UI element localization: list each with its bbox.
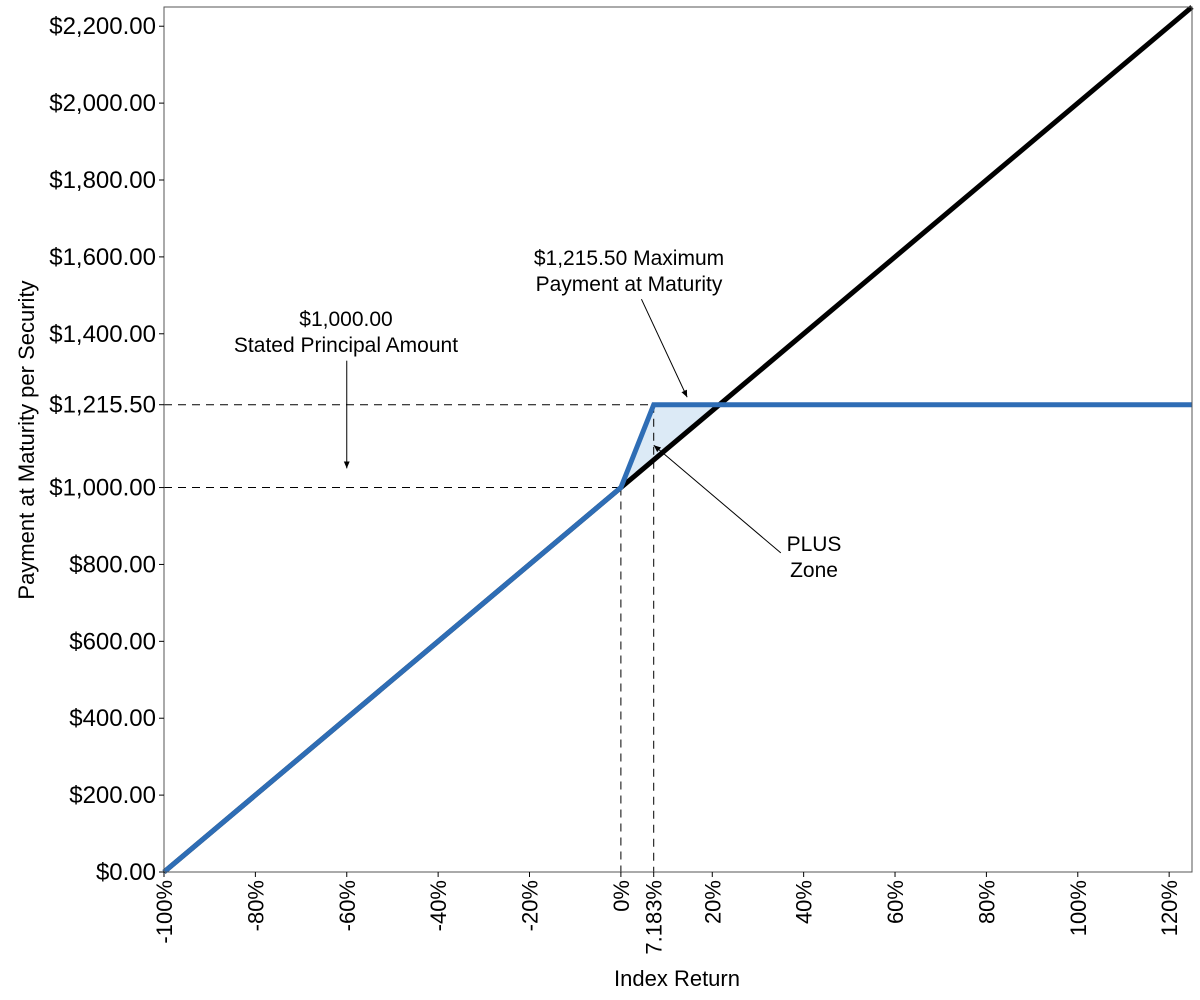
y-tick-label: $400.00 xyxy=(69,705,156,732)
x-tick-label: 7.183% xyxy=(642,880,667,955)
y-tick-label: $200.00 xyxy=(69,782,156,809)
y-tick-label: $2,200.00 xyxy=(49,13,156,40)
maximum-annotation-text: $1,215.50 Maximum xyxy=(534,247,724,270)
y-tick-label: $1,800.00 xyxy=(49,167,156,194)
x-tick-label: -60% xyxy=(335,880,360,931)
x-tick-label: 120% xyxy=(1157,880,1182,936)
y-axis-title: Payment at Maturity per Security xyxy=(14,280,39,599)
x-tick-label: 20% xyxy=(700,880,725,924)
maximum-annotation-arrow xyxy=(640,298,688,398)
y-tick-label: $0.00 xyxy=(96,859,156,886)
y-tick-label: $800.00 xyxy=(69,551,156,578)
maximum-annotation-text: Payment at Maturity xyxy=(536,273,723,296)
plot-area-frame xyxy=(163,6,1193,873)
annotations: $1,000.00 Stated Principal Amount $1,215.5… xyxy=(234,247,842,582)
x-axis-title: Index Return xyxy=(614,966,740,991)
plus-zone-annotation-arrow xyxy=(653,444,782,554)
series-lines xyxy=(162,5,1194,874)
x-tick-label: -40% xyxy=(426,880,451,931)
principal-annotation-text: $1,000.00 xyxy=(299,308,392,331)
x-tick-label: 40% xyxy=(792,880,817,924)
x-axis-ticks: -100% -80% -60% -40% -20% 0% 7.183% 20% 40% 60% 80… xyxy=(152,872,1182,955)
payment-at-maturity-line xyxy=(162,402,1192,874)
x-tick-label: 60% xyxy=(883,880,908,924)
reference-lines xyxy=(164,404,655,872)
principal-annotation-text: Stated Principal Amount xyxy=(234,334,458,357)
x-tick-label: -80% xyxy=(243,880,268,931)
y-tick-label: $1,215.50 xyxy=(49,392,156,419)
plus-zone-annotation-text: PLUS xyxy=(787,533,842,556)
plus-zone-annotation-text: Zone xyxy=(790,559,838,582)
x-tick-label: -100% xyxy=(152,880,177,944)
x-tick-label: -20% xyxy=(518,880,543,931)
y-tick-label: $1,400.00 xyxy=(49,321,156,348)
y-axis-ticks: $0.00 $200.00 $400.00 $600.00 $800.00 $1,000.… xyxy=(49,13,164,886)
x-tick-label: 0% xyxy=(609,880,634,912)
y-tick-label: $1,000.00 xyxy=(49,475,156,502)
y-tick-label: $600.00 xyxy=(69,628,156,655)
y-tick-label: $2,000.00 xyxy=(49,90,156,117)
x-tick-label: 80% xyxy=(974,880,999,924)
x-tick-label: 100% xyxy=(1066,880,1091,936)
y-tick-label: $1,600.00 xyxy=(49,244,156,271)
